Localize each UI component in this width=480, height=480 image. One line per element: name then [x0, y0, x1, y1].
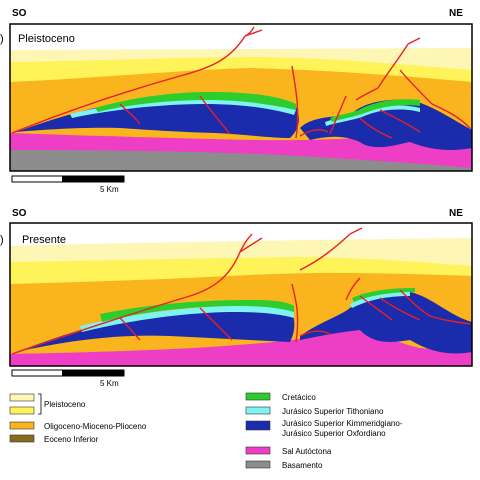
legend-label-kimmeridgiano: Jurásico Superior Kimmeridgiano-: [282, 419, 403, 428]
panel-presente: SO NE ): [0, 208, 473, 388]
legend-swatch-pleistoceno-pale: [9, 393, 35, 402]
panel-title: Presente: [22, 234, 66, 246]
scale-label: 5 Km: [100, 379, 119, 388]
legend-label-eoceno: Eoceno Inferior: [44, 435, 99, 444]
panel-marker: ): [0, 33, 4, 45]
scale-label: 5 Km: [100, 185, 119, 194]
panel-right-label: NE: [449, 208, 463, 219]
scale-bar: 5 Km: [11, 369, 125, 388]
legend-bracket: [38, 393, 42, 415]
legend-label-tithoniano: Jurásico Superior Tithoniano: [282, 407, 384, 416]
panel-marker: ): [0, 234, 4, 246]
panel-left-label: SO: [12, 208, 27, 219]
legend-swatch-pleistoceno-yellow: [9, 406, 35, 415]
legend-swatch-basamento: [245, 460, 271, 469]
legend-label-basamento: Basamento: [282, 461, 323, 470]
legend-label-oxfordiano: Jurásico Superior Oxfordiano: [282, 429, 386, 438]
panel-title: Pleistoceno: [18, 33, 75, 45]
legend-swatch-oligoceno: [9, 421, 35, 430]
legend-swatch-eoceno: [9, 434, 35, 443]
legend-swatch-sal: [245, 446, 271, 455]
scale-bar: 5 Km: [11, 175, 125, 194]
panel-right-label: NE: [449, 8, 463, 19]
panel-left-label: SO: [12, 8, 27, 19]
legend-label-pleistoceno: Pleistoceno: [44, 400, 86, 409]
legend: Pleistoceno Oligoceno-Mioceno-Plioceno E…: [9, 392, 403, 470]
panel-pleistoceno: SO NE ): [0, 8, 473, 194]
legend-swatch-cretacico: [245, 392, 271, 401]
legend-label-oligoceno: Oligoceno-Mioceno-Plioceno: [44, 422, 147, 431]
legend-label-sal: Sal Autóctona: [282, 447, 332, 456]
legend-swatch-tithoniano: [245, 406, 271, 415]
legend-label-cretacico: Cretácico: [282, 393, 316, 402]
legend-swatch-kimmeridgiano: [245, 420, 271, 431]
